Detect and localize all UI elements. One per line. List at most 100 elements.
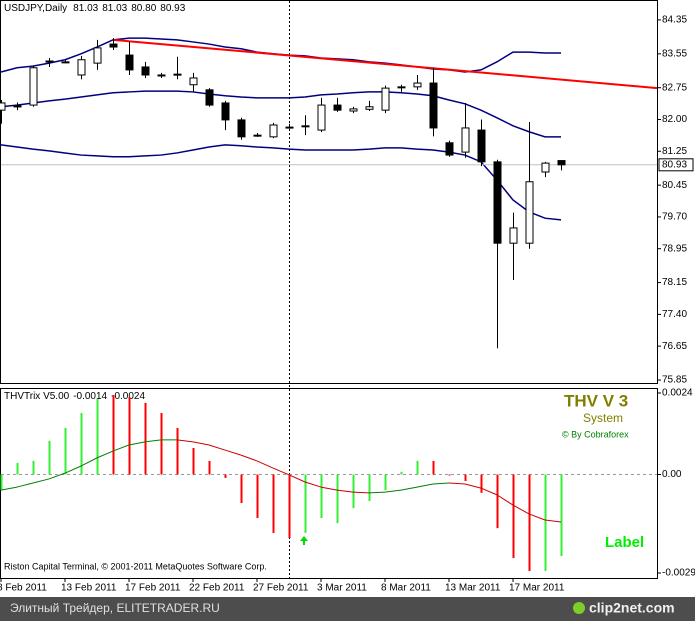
price-label: 80.93 (662, 159, 687, 170)
x-tick-label: 17 Mar 2011 (509, 583, 565, 594)
indicator-title: THVTrix V5.00 -0.0014 -0.0024 (4, 391, 145, 402)
y-tick-label: 84.35 (662, 15, 687, 26)
signal-line (208, 444, 226, 451)
signal-line (64, 465, 82, 474)
signal-line (416, 483, 434, 488)
signal-line (496, 494, 514, 506)
annotation: Label (605, 534, 644, 551)
candle-body (77, 59, 86, 76)
signal-line (464, 483, 482, 489)
signal-line (336, 489, 354, 493)
y-tick-label: 82.00 (662, 114, 687, 125)
candle-body (0, 102, 6, 111)
signal-line (320, 486, 338, 491)
signal-line (112, 444, 130, 452)
candle-body (445, 142, 454, 156)
signal-line (144, 439, 162, 443)
signal-line (368, 491, 386, 494)
histogram-value: -0.0024 (111, 391, 145, 402)
band-line (0, 90, 561, 138)
candle-body (221, 102, 230, 121)
x-tick-label: 27 Feb 2011 (253, 583, 309, 594)
candle-body (109, 43, 118, 48)
signal-line (48, 472, 66, 480)
close: 80.93 (160, 3, 185, 14)
candle-body (333, 104, 342, 111)
y-tick-label: -0.0029 (662, 568, 695, 579)
candle-body (29, 67, 38, 106)
candle-body (125, 54, 134, 71)
price-box (658, 158, 694, 172)
symbol: USDJPY,Daily (4, 3, 67, 14)
y-tick-label: 78.95 (662, 243, 687, 254)
copyright: Riston Capital Terminal, © 2001-2011 Met… (4, 561, 267, 571)
candle-body (61, 61, 70, 64)
candle-body (13, 105, 22, 108)
signal-line (256, 460, 274, 469)
y-tick-label: 79.70 (662, 212, 687, 223)
main-pane (0, 0, 658, 384)
candle-body (45, 60, 54, 63)
y-tick-label: 82.75 (662, 82, 687, 93)
signal-line (80, 457, 98, 467)
signal-line (192, 441, 210, 446)
candle-body (429, 82, 438, 129)
signal-value: -0.0014 (73, 391, 107, 402)
candle-body (285, 126, 294, 129)
signal-line (32, 478, 50, 484)
candle-body (301, 125, 310, 128)
low: 80.80 (131, 3, 156, 14)
plot-layer: 84.35 83.55 82.75 82.00 81.25 80.45 79.70 78.95… (0, 15, 695, 594)
signal-line (352, 491, 370, 494)
candle-body (557, 160, 566, 166)
open: 81.03 (73, 3, 98, 14)
footer-right: clip2net.com (589, 600, 675, 616)
candle-body (461, 127, 470, 153)
candle-body (509, 227, 518, 244)
clip2net-icon (573, 602, 585, 614)
signal-line (384, 489, 402, 493)
y-tick-label: 80.45 (662, 180, 687, 191)
candle-body (525, 181, 534, 244)
signal-line (176, 439, 194, 443)
band-line (0, 144, 562, 221)
signal-line (432, 482, 450, 485)
y-tick-label: 83.55 (662, 48, 687, 59)
candle-body (189, 77, 198, 86)
background (0, 0, 695, 597)
x-tick-label: 3 Mar 2011 (317, 583, 367, 594)
candle-body (317, 104, 326, 131)
signal-line (480, 487, 498, 496)
annotation: © By Cobraforex (562, 429, 629, 439)
y-tick-label: 77.40 (662, 309, 687, 320)
x-tick-label: 17 Feb 2011 (125, 583, 181, 594)
candle-body (349, 108, 358, 112)
candle-body (173, 73, 182, 76)
signal-arrow (300, 536, 308, 545)
candle-body (93, 47, 102, 64)
y-tick-label: 78.15 (662, 277, 687, 288)
candle-body (413, 82, 422, 88)
candle-body (477, 129, 486, 163)
x-tick-label: 13 Mar 2011 (445, 583, 501, 594)
signal-line (96, 450, 114, 459)
x-tick-label: 8 Mar 2011 (381, 583, 431, 594)
trendline (112, 38, 658, 90)
symbol-title: USDJPY,Daily 81.03 81.03 80.80 80.93 (4, 3, 186, 14)
signal-line (288, 474, 306, 483)
signal-line (304, 481, 322, 488)
signal-line (128, 441, 146, 446)
signal-line (528, 513, 546, 521)
signal-line (16, 482, 34, 488)
candle-body (397, 86, 406, 89)
annotation: THV V 3 (564, 391, 628, 410)
candle-body (541, 162, 550, 173)
x-tick-label: 22 Feb 2011 (189, 583, 245, 594)
footer-left: Элитный Трейдер, ELITETRADER.RU (10, 601, 220, 615)
candle-body (269, 124, 278, 138)
candle-body (205, 89, 214, 106)
candle-body (141, 66, 150, 76)
y-tick-label: 81.25 (662, 146, 687, 157)
y-tick-label: 76.65 (662, 341, 687, 352)
